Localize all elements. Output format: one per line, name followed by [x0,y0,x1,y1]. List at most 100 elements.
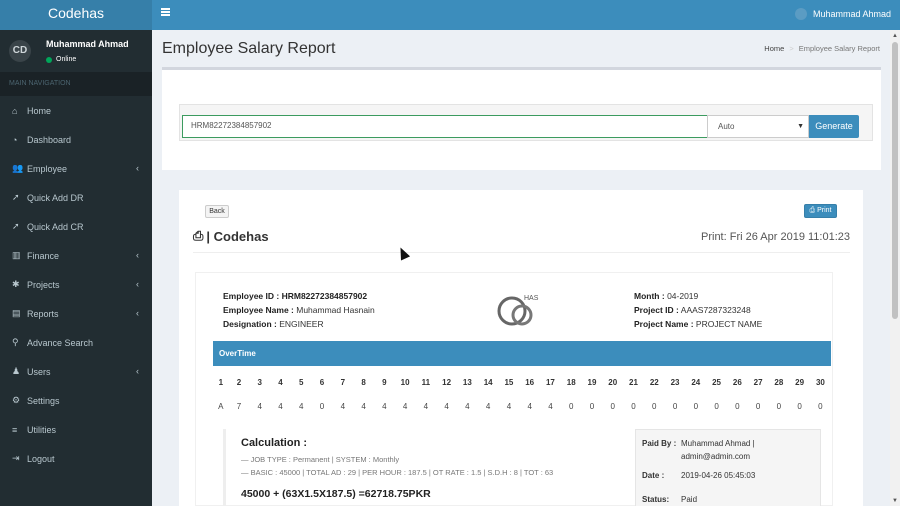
hour-cell: 4 [465,402,470,411]
day-cell: 11 [421,378,431,387]
chevron-left-icon: ‹ [136,366,139,376]
report-meta: Month : 04-2019 Project ID : AAAS7287323… [634,289,762,331]
chevron-left-icon: ‹ [136,308,139,318]
sidebar-item-quick-add-dr[interactable]: ➚ Quick Add DR [0,183,152,212]
caret-down-icon: ▼ [797,123,804,130]
hour-cell: 0 [755,402,761,411]
sidebar-item-label: Dashboard [27,134,72,145]
user-status: Online [46,56,76,63]
app-logo[interactable]: Codehas [0,0,152,30]
designation-label: Designation : [223,319,277,329]
chevron-left-icon: ‹ [136,163,139,173]
hour-cell: 4 [423,402,429,411]
project-name-value: PROJECT NAME [695,319,763,329]
search-icon: ⚲ [12,337,19,347]
hour-cell: 0 [714,402,719,411]
breadcrumb-home-link[interactable]: Home [764,44,785,53]
top-navbar: Muhammad Ahmad [152,0,900,30]
day-cell: 15 [504,378,514,387]
sidebar-item-employee[interactable]: 👥 Employee ‹ [0,154,152,183]
sidebar-item-label: Projects [27,279,60,290]
generate-button[interactable]: Generate [809,115,859,138]
day-cell: 19 [587,378,597,387]
paid-by-label: Paid By : [642,439,677,448]
back-button[interactable]: Back [205,205,229,218]
breadcrumb: Home > Employee Salary Report [764,44,880,53]
user-menu[interactable]: Muhammad Ahmad [794,8,891,20]
sidebar-item-label: Home [27,105,52,116]
calculation-rates-line: — BASIC : 45000 | TOTAL AD : 29 | PER HO… [241,468,554,477]
hour-cell: 4 [444,402,449,411]
avatar: CD [9,40,31,62]
hour-cell: A [218,402,224,411]
print-icon: ⎙ [809,207,816,214]
day-cell: 16 [525,378,535,387]
company-name: | Codehas [206,228,269,244]
employee-id-input[interactable]: HRM82272384857902 [182,115,709,138]
project-id-row: Project ID : AAAS7287323248 [634,303,762,317]
hour-cell: 4 [506,402,512,411]
sidebar-item-advance-search[interactable]: ⚲ Advance Search [0,328,152,357]
sidebar-item-settings[interactable]: ⚙ Settings [0,386,152,415]
sidebar-item-quick-add-cr[interactable]: ➚ Quick Add CR [0,212,152,241]
scrollbar-thumb[interactable] [892,42,898,319]
hour-cell: 4 [382,402,387,411]
sidebar-item-utilities[interactable]: ≡ Utilities [0,415,152,444]
sidebar-item-reports[interactable]: ▤ Reports ‹ [0,299,152,328]
hour-cell: 4 [527,402,532,411]
mode-select-value: Auto [718,122,735,131]
hour-cell: 4 [548,402,553,411]
database-icon: ≡ [12,424,18,435]
day-cell: 9 [382,378,387,387]
logout-icon: ⇥ [12,453,20,463]
sidebar-user-name: Muhammad Ahmad [46,39,129,49]
print-date: Print: Fri 26 Apr 2019 11:01:23 [701,231,850,243]
main-content: Employee Salary Report Home > Employee Sal… [152,30,890,506]
chart-icon: ▥ [12,250,21,260]
scroll-up-icon[interactable]: ▲ [892,33,898,39]
file-icon: ▤ [12,308,21,318]
print-button[interactable]: ⎙ Print [804,204,837,218]
hour-cell: 4 [361,402,366,411]
day-cell: 13 [462,378,472,387]
day-cell: 29 [795,378,805,387]
sidebar-item-finance[interactable]: ▥ Finance ‹ [0,241,152,270]
sidebar-item-logout[interactable]: ⇥ Logout [0,444,152,473]
hour-cell: 0 [693,402,699,411]
day-cell: 23 [670,378,680,387]
hour-cell: 7 [236,402,242,411]
online-status-icon [46,56,52,63]
designation-row: Designation : ENGINEER [223,317,375,331]
scroll-down-icon[interactable]: ▼ [892,498,898,504]
page-scrollbar[interactable]: ▲ ▼ [890,30,900,506]
day-cell: 3 [257,378,262,387]
hour-cell: 0 [652,402,657,411]
company-logo: HAS [497,295,539,326]
sidebar-item-home[interactable]: ⌂ Home [0,96,152,125]
hour-cell: 4 [299,402,304,411]
sidebar-item-users[interactable]: ♟ Users ‹ [0,357,152,386]
sidebar-item-projects[interactable]: ✱ Projects ‹ [0,270,152,299]
employee-id-row: Employee ID : HRM82272384857902 [223,289,375,303]
nav-header: MAIN NAVIGATION [0,72,152,96]
day-cell: 26 [732,378,742,387]
user-panel: CD Muhammad Ahmad Online [0,30,152,72]
payment-date-label: Date : [642,471,665,480]
users-icon: 👥 [12,163,24,173]
hour-cell: 4 [485,402,491,411]
salary-report: Back ⎙ Print ⎙ | Codehas Print: Fri 26 A… [179,190,863,506]
day-cell: 18 [566,378,576,387]
hour-cell: 0 [735,402,740,411]
sidebar-item-dashboard[interactable]: ◔ Dashboard [0,125,152,154]
hour-cell: 0 [319,402,325,411]
overtime-hours-row: A 7 4 4 4 0 4 4 4 4 4 4 4 4 4 4 4 0 0 0 0 0 0 0 0 0 0 0 0 0 [213,402,831,411]
mode-select[interactable]: Auto ▼ [707,115,809,138]
page-title: Employee Salary Report [162,40,336,57]
menu-toggle-icon[interactable] [161,8,170,16]
day-cell: 12 [442,378,452,387]
hour-cell: 4 [402,402,408,411]
calculation-panel: Calculation : — JOB TYPE : Permanent | S… [223,429,613,506]
sidebar-item-label: Advance Search [27,337,94,348]
day-cell: 10 [400,378,410,387]
designation-value: ENGINEER [279,319,324,329]
